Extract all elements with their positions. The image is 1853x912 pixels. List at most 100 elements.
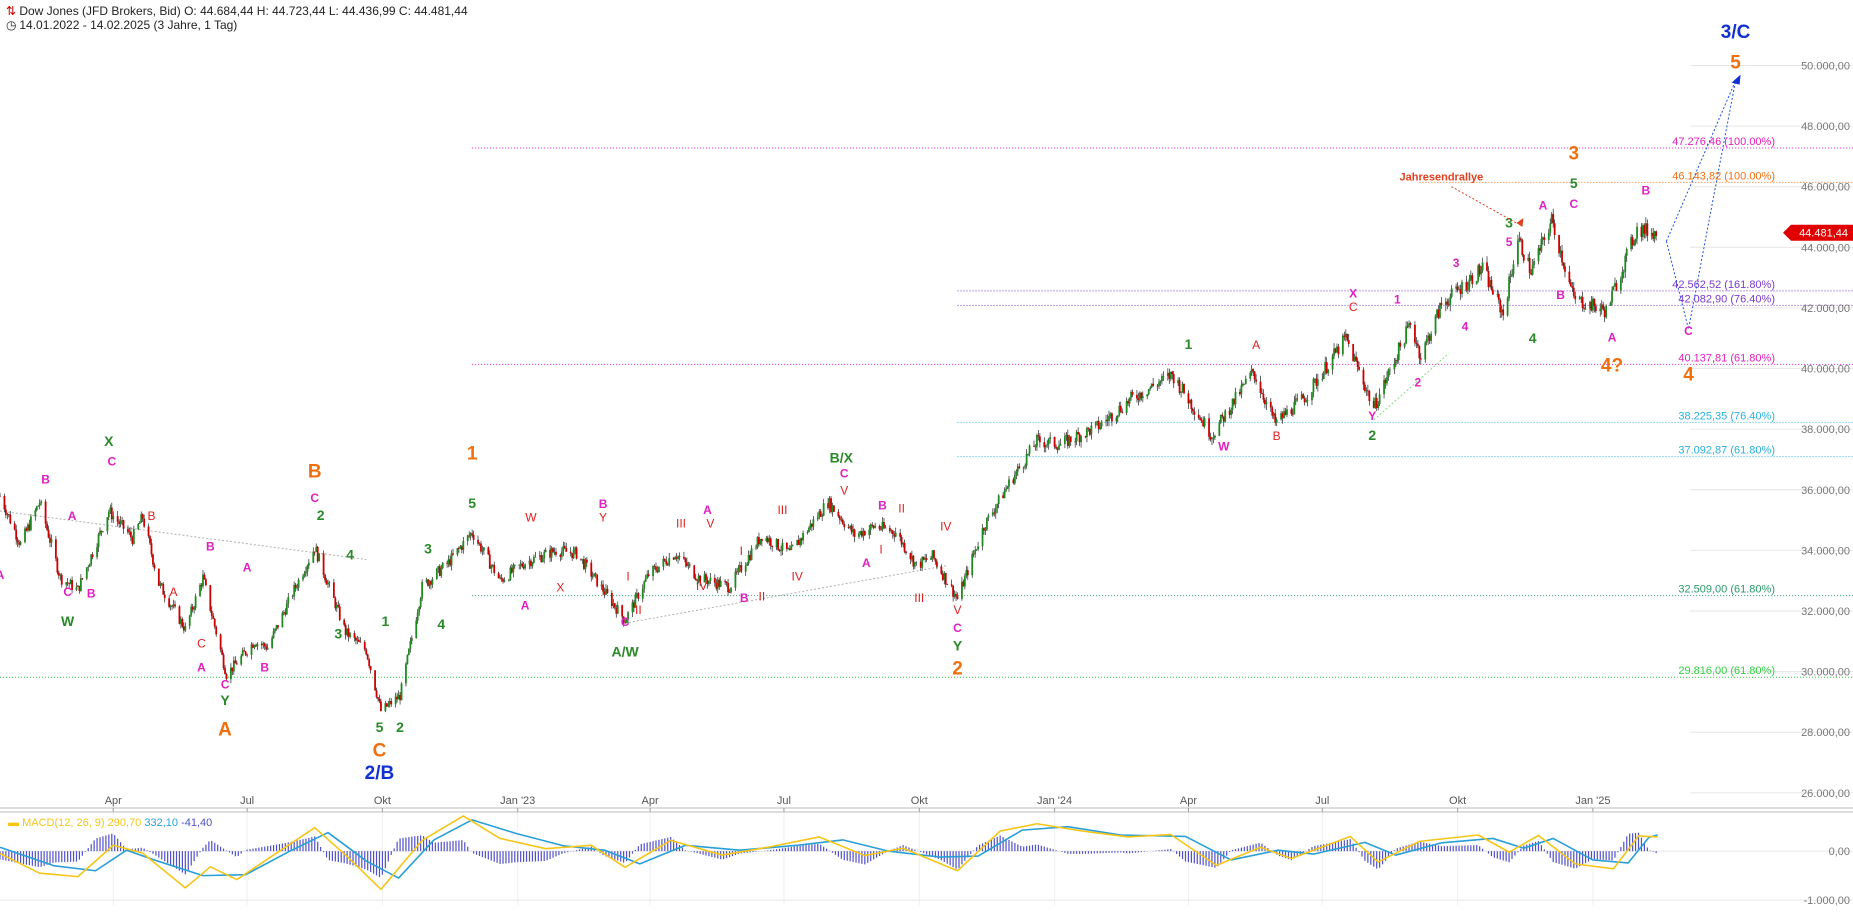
candle-body (991, 512, 994, 516)
candle-body (1408, 323, 1410, 327)
macd-histogram-bar (1508, 851, 1510, 863)
wave-label: B (1273, 429, 1281, 443)
macd-legend-swatch: ▬ (8, 817, 22, 829)
candle-body (1013, 475, 1016, 484)
candle-body (869, 524, 872, 530)
candle-body (1140, 392, 1143, 399)
wave-label: 5 (1506, 235, 1513, 249)
macd-histogram-bar (520, 851, 522, 863)
candle-body (694, 578, 697, 581)
macd-histogram-bar (108, 834, 110, 852)
candle-body (1059, 443, 1062, 446)
macd-histogram-bar (37, 851, 39, 867)
candle-body (169, 605, 172, 607)
macd-histogram-bar (1602, 851, 1604, 860)
candle-body (1115, 417, 1118, 422)
macd-histogram-bar (381, 851, 384, 875)
candle-body (1125, 401, 1128, 413)
wave-label: 1 (467, 443, 478, 464)
candle-body (252, 644, 254, 648)
macd-histogram-bar (1455, 845, 1457, 852)
macd-histogram-bar (1467, 845, 1469, 852)
candle-body (1447, 304, 1450, 306)
candle-body (1621, 271, 1624, 279)
candle-body (635, 593, 638, 595)
macd-histogram-bar (511, 851, 513, 863)
candle-body (775, 538, 778, 548)
candle-body (253, 645, 256, 648)
trend-line (0, 510, 367, 560)
macd-histogram-bar (1529, 843, 1531, 852)
candle-body (1283, 411, 1285, 419)
macd-histogram-bar (11, 851, 13, 862)
price-tick-label: 50.000,00 (1801, 60, 1850, 72)
macd-histogram-bar (172, 851, 175, 867)
macd-histogram-bar (320, 846, 322, 852)
candle-body (375, 690, 378, 698)
candle-body (1331, 355, 1334, 370)
macd-histogram-bar (246, 849, 248, 852)
clock-icon: ◷ (6, 18, 17, 32)
candle-body (878, 525, 881, 530)
candle-body (580, 558, 582, 560)
candle-body (1502, 309, 1505, 316)
candle-body (713, 577, 716, 583)
candle-body (347, 628, 350, 637)
candle-body (718, 579, 721, 587)
candle-body (190, 606, 193, 616)
macd-histogram-bar (1493, 851, 1495, 858)
macd-histogram-bar (1420, 841, 1422, 852)
candle-body (677, 556, 679, 559)
candle-body (387, 703, 390, 707)
macd-histogram-bar (961, 851, 963, 865)
candle-body (744, 565, 747, 572)
macd-histogram-bar (311, 837, 313, 852)
candle-body (1250, 369, 1253, 373)
macd-histogram-bar (549, 851, 551, 860)
candle-body (924, 558, 927, 560)
macd-histogram-bar (1393, 850, 1395, 852)
candle-body (78, 585, 81, 592)
wave-label: C (1349, 300, 1358, 314)
candle-body (621, 605, 624, 617)
macd-histogram-bar (1505, 851, 1507, 862)
candle-body (235, 663, 238, 665)
candle-body (462, 540, 465, 550)
candle-body (178, 606, 181, 624)
level-label: 29.816,00 (61.80%) (1678, 665, 1775, 677)
candle-body (147, 526, 150, 537)
candle-body (157, 568, 160, 586)
macd-histogram-bar (1311, 847, 1313, 852)
candle-body (838, 516, 841, 520)
candle-body (1253, 371, 1256, 380)
candle-body (913, 562, 916, 567)
candle-body (1264, 399, 1266, 405)
macd-histogram-bar (625, 851, 628, 862)
macd-histogram-bar (64, 851, 66, 863)
candle-body (265, 646, 268, 650)
candle-body (831, 505, 834, 513)
macd-histogram-bar (752, 851, 754, 853)
wave-label: III (914, 591, 924, 605)
candle-body (1531, 265, 1534, 275)
callout-arrowhead (1516, 218, 1524, 228)
candle-body (307, 562, 310, 566)
candle-body (1580, 296, 1583, 298)
candle-body (1634, 238, 1637, 243)
macd-histogram-bar (1429, 843, 1431, 852)
level-label: 42.082,90 (76.40%) (1678, 293, 1775, 305)
macd-histogram-bar (1511, 851, 1513, 859)
macd-histogram-bar (852, 851, 854, 862)
candle-body (409, 641, 412, 649)
wave-label: A (703, 503, 712, 517)
macd-histogram-bar (1061, 851, 1063, 852)
macd-histogram-bar (478, 851, 481, 856)
candle-body (652, 566, 654, 577)
macd-histogram-bar (87, 848, 89, 852)
macd-histogram-bar (408, 837, 410, 852)
candle-body (1080, 436, 1082, 443)
macd-histogram-bar (1620, 847, 1622, 852)
candle-body (1158, 382, 1160, 387)
candle-body (215, 626, 218, 635)
